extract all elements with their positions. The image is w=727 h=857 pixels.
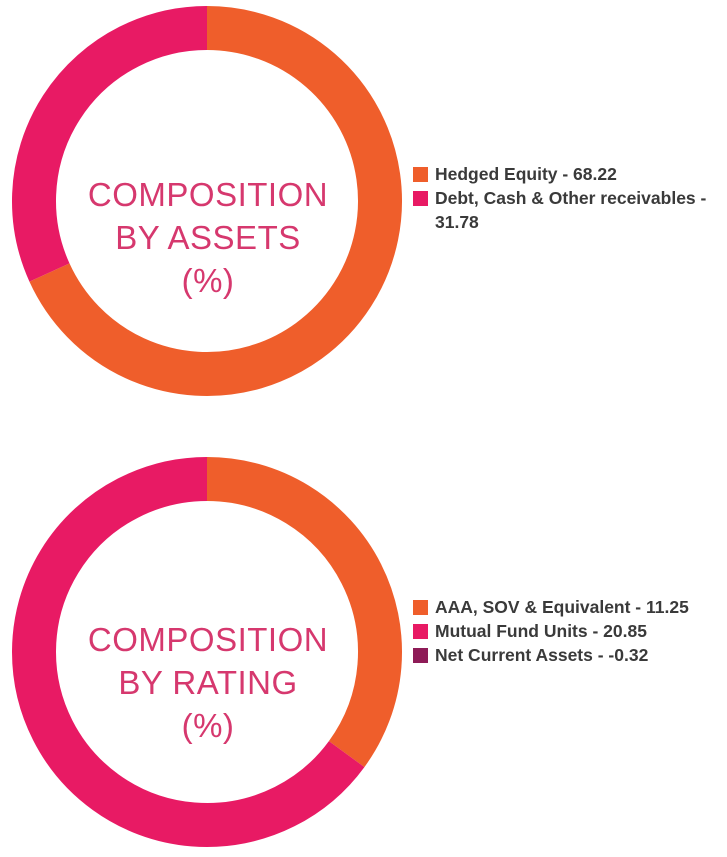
legend-item-hedged-equity: Hedged Equity - 68.22 [410,162,722,186]
assets-composition-chart: COMPOSITION BY ASSETS (%) Hedged Equity … [0,0,727,400]
assets-donut [12,6,402,396]
rating-composition-chart: COMPOSITION BY RATING (%) AAA, SOV & Equ… [0,452,727,852]
rating-legend: AAA, SOV & Equivalent - 11.25 Mutual Fun… [410,595,722,667]
rating-donut [12,457,402,847]
legend-label: AAA, SOV & Equivalent - 11.25 [435,597,689,617]
assets-center-line-3: (%) [181,262,235,299]
legend-swatch [413,624,428,639]
donut-slice-aaa-sov-equivalent-11-25 [206,457,402,768]
rating-center-line-3: (%) [181,707,235,744]
legend-item-mutual-fund: Mutual Fund Units - 20.85 [410,619,722,643]
legend-swatch [413,600,428,615]
legend-item-aaa-sov: AAA, SOV & Equivalent - 11.25 [410,595,722,619]
donut-slice-hedged-equity-68-22 [29,6,402,396]
donut-slice-debt-cash-other-receivables-31-78 [12,6,208,282]
legend-swatch [413,648,428,663]
assets-center-line-2: BY ASSETS [115,219,301,256]
legend-swatch [413,191,428,206]
legend-label: Hedged Equity - 68.22 [435,164,617,184]
legend-item-debt-cash: Debt, Cash & Other receivables - 31.78 [410,186,722,234]
donut-slice-mutual-fund-units-20-85 [12,457,365,847]
rating-center-label: COMPOSITION BY RATING (%) [58,618,358,747]
assets-center-line-1: COMPOSITION [87,176,329,213]
assets-legend: Hedged Equity - 68.22 Debt, Cash & Other… [410,162,722,234]
legend-swatch [413,167,428,182]
legend-label: Debt, Cash & Other receivables - 31.78 [435,188,707,232]
rating-center-line-1: COMPOSITION [87,621,329,658]
legend-label: Net Current Assets - -0.32 [435,645,649,665]
rating-center-line-2: BY RATING [118,664,298,701]
assets-center-label: COMPOSITION BY ASSETS (%) [58,173,358,302]
legend-item-net-current-assets: Net Current Assets - -0.32 [410,643,722,667]
legend-label: Mutual Fund Units - 20.85 [435,621,647,641]
